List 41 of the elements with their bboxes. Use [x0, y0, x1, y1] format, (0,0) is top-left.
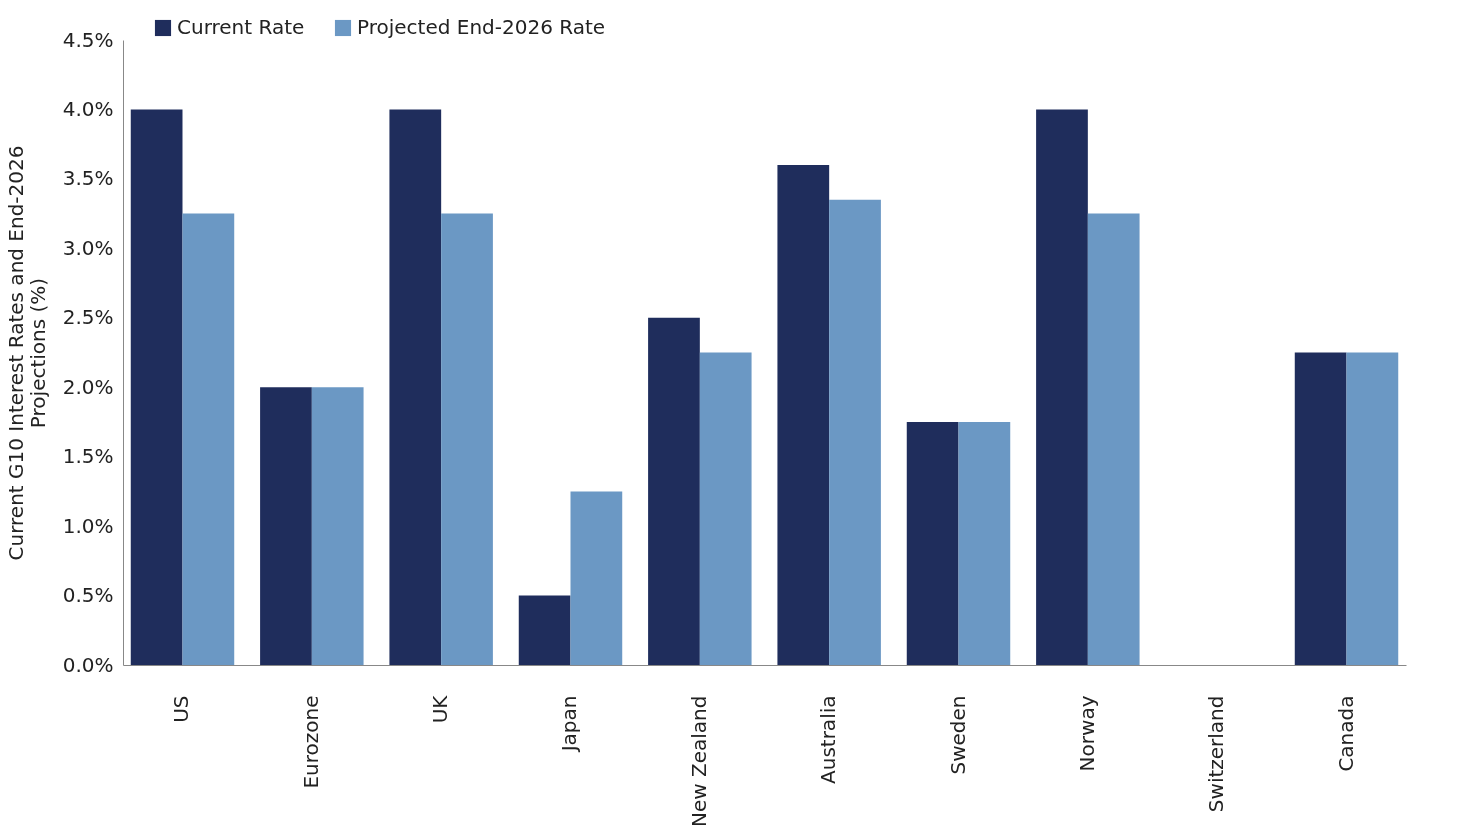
bar	[699, 352, 752, 665]
x-tick-label: Eurozone	[298, 695, 323, 789]
bar	[1346, 352, 1399, 665]
x-tick-label: Switzerland	[1204, 695, 1229, 813]
x-tick-label: Australia	[816, 695, 841, 784]
bar	[906, 421, 959, 665]
x-tick-label: UK	[428, 694, 453, 724]
bar	[1087, 213, 1140, 665]
x-tick-label: US	[169, 695, 194, 723]
bar	[389, 109, 442, 665]
x-tick-label: New Zealand	[686, 695, 711, 827]
y-tick-label: 1.0%	[62, 513, 114, 538]
y-tick-label: 4.5%	[62, 27, 114, 52]
y-tick-label: 3.5%	[62, 166, 114, 191]
y-tick-label: 0.0%	[62, 652, 114, 677]
bar	[648, 317, 700, 665]
bar	[1294, 352, 1347, 665]
bar	[829, 199, 881, 665]
bar	[958, 421, 1011, 665]
y-tick-label: 2.0%	[62, 374, 114, 399]
y-tick-label: 1.5%	[62, 444, 114, 469]
y-tick-label: 4.0%	[62, 96, 114, 121]
y-axis-title: Current G10 Interest Rates and End-2026 Projections (%)	[3, 145, 50, 561]
bar	[130, 109, 183, 665]
bar	[441, 213, 493, 665]
bar	[1036, 109, 1088, 665]
y-tick-label: 2.5%	[62, 305, 114, 330]
bar	[311, 387, 364, 665]
x-tick-label: Sweden	[945, 695, 970, 775]
bar	[518, 595, 571, 665]
x-tick-label: Canada	[1333, 695, 1358, 772]
bar	[777, 165, 830, 665]
y-tick-label: 3.0%	[62, 235, 114, 260]
legend-label: Current Rate	[177, 15, 305, 39]
y-tick-label: 0.5%	[62, 583, 114, 608]
x-tick-label: Norway	[1074, 695, 1099, 772]
bar	[570, 491, 623, 665]
bar	[260, 387, 312, 665]
legend-label: Projected End-2026 Rate	[357, 15, 606, 39]
bar	[182, 213, 235, 665]
x-tick-label: Japan	[557, 695, 582, 754]
